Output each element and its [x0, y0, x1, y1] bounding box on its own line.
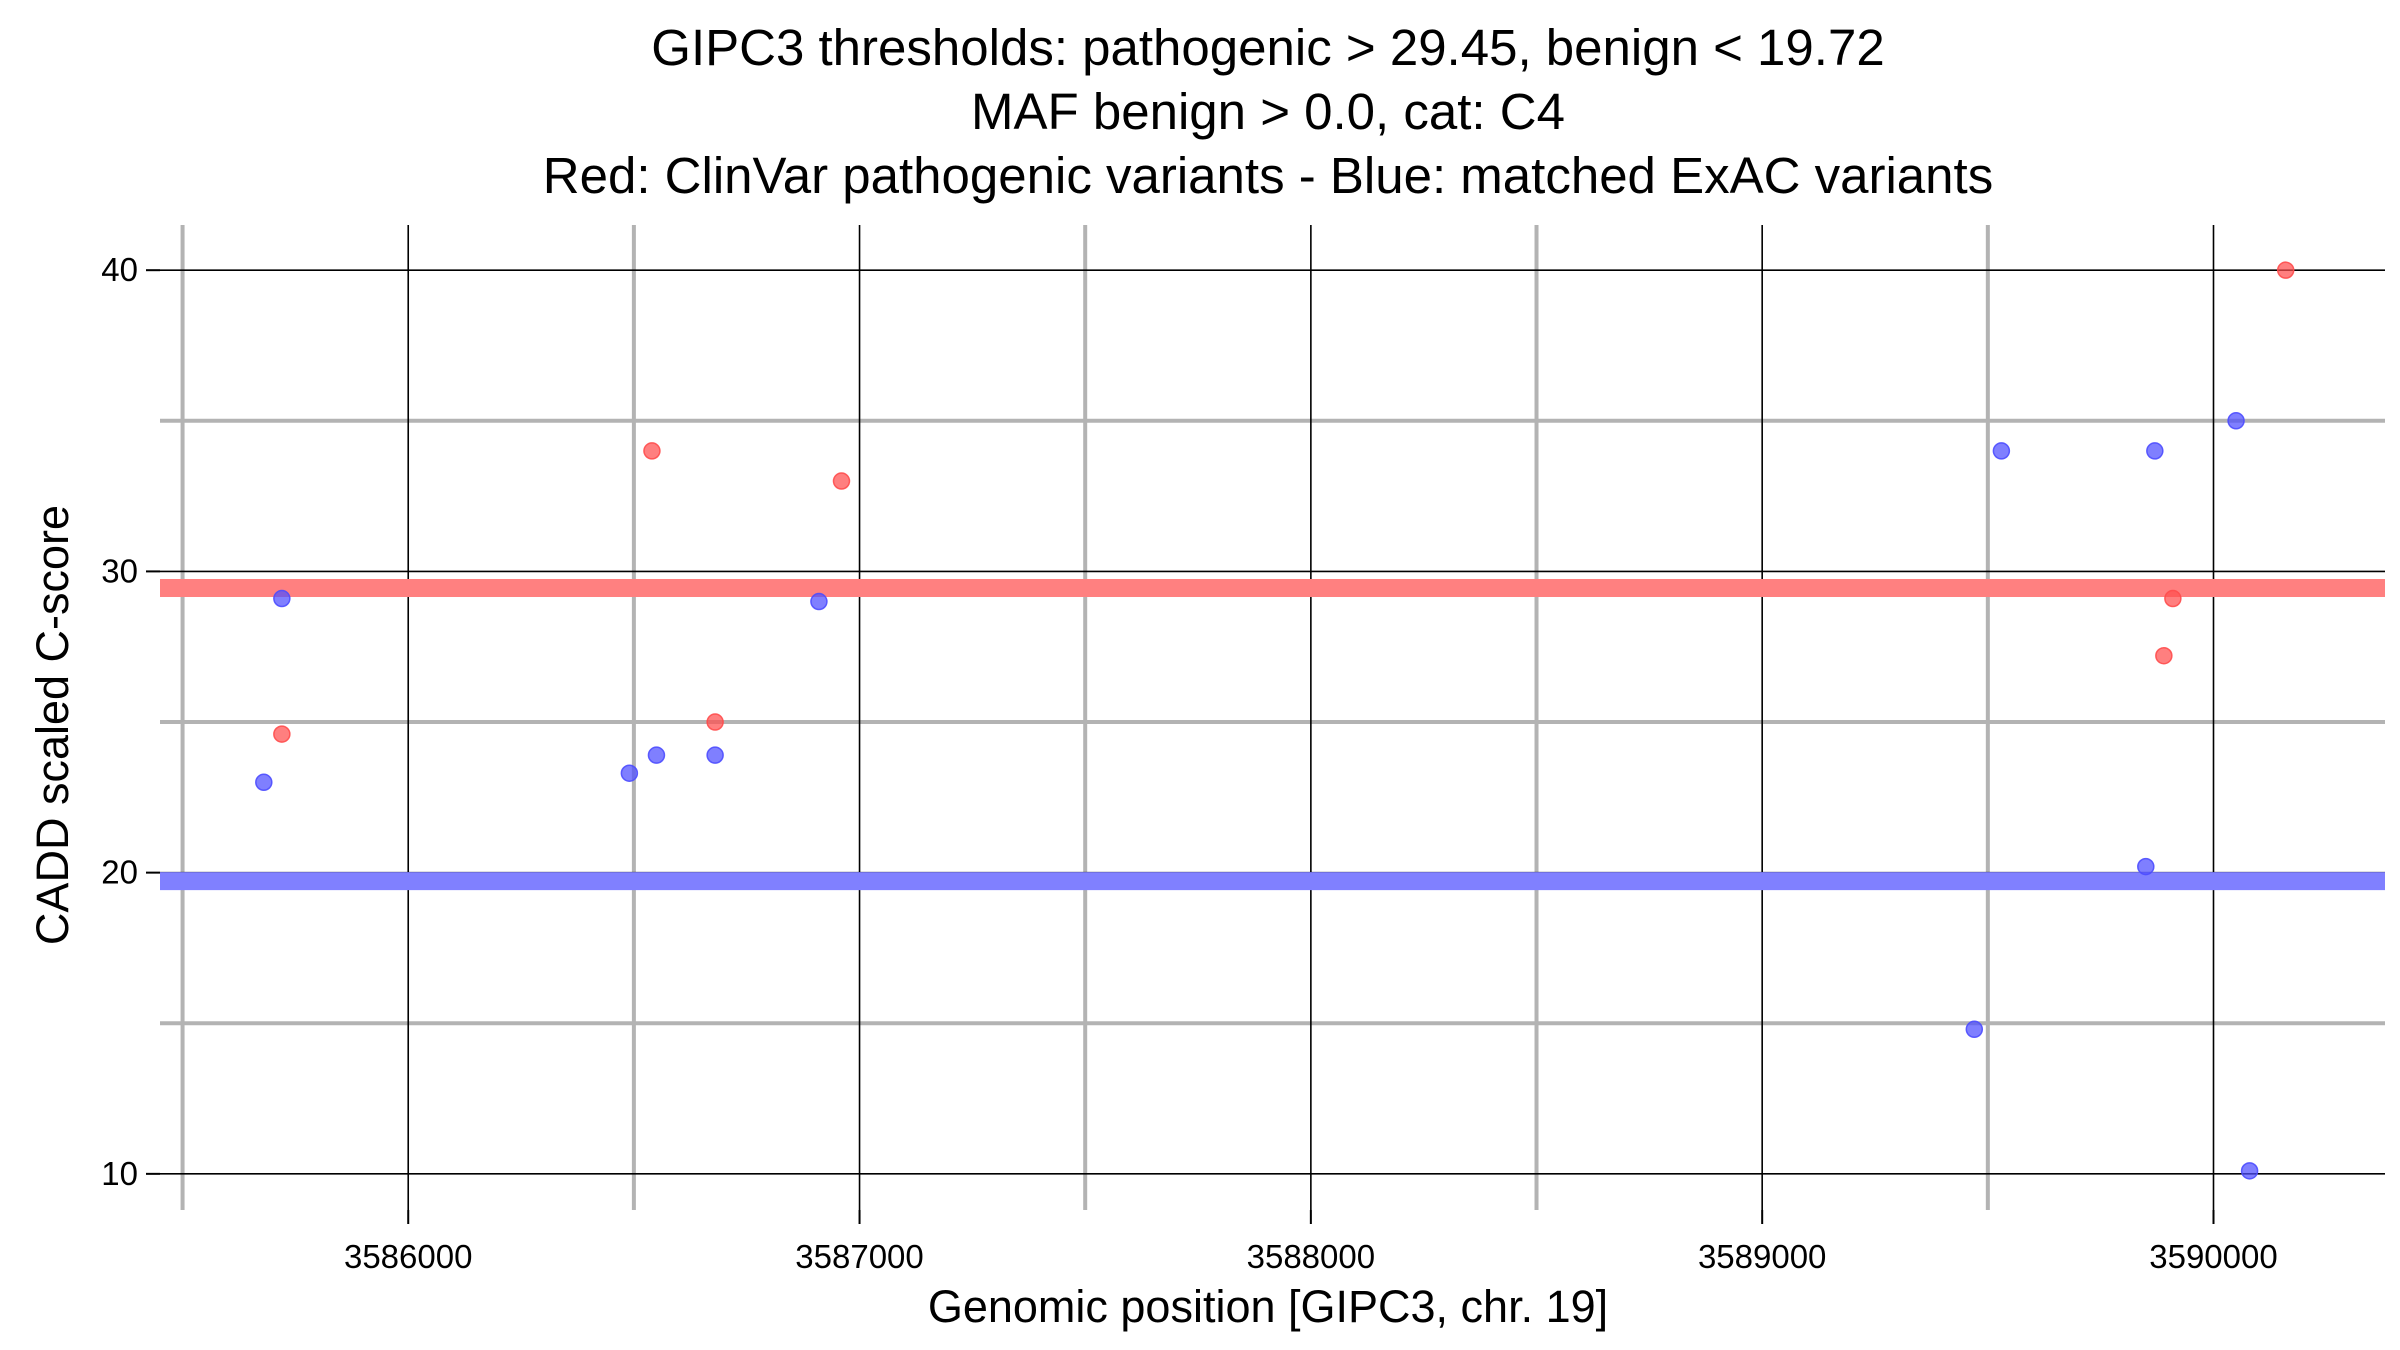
data-point-exac-11 — [2240, 1162, 2259, 1180]
data-point-clinvar-6 — [2276, 261, 2295, 279]
x-tick-label-4: 3590000 — [2149, 1238, 2277, 1275]
chart-title-line-2: MAF benign > 0.0, cat: C4 — [971, 83, 1565, 140]
grid-layer — [160, 225, 2385, 1210]
data-point-exac-7 — [1992, 442, 2011, 460]
data-point-exac-8 — [2137, 857, 2155, 876]
x-tick-label-0: 3586000 — [344, 1238, 472, 1275]
data-point-exac-1 — [273, 589, 291, 608]
data-point-clinvar-3 — [832, 472, 851, 490]
y-tick-label-2: 30 — [101, 552, 138, 589]
x-tick-label-2: 3588000 — [1247, 1238, 1375, 1275]
data-point-exac-6 — [1965, 1020, 1984, 1039]
chart-title-line-1: GIPC3 thresholds: pathogenic > 29.45, be… — [651, 19, 1884, 76]
data-point-clinvar-1 — [643, 442, 661, 460]
x-tick-label-3: 3589000 — [1698, 1238, 1826, 1275]
y-tick-label-1: 20 — [101, 854, 138, 891]
y-axis-label: CADD scaled C-score — [27, 505, 78, 945]
data-point-exac-5 — [810, 592, 828, 611]
data-point-exac-3 — [647, 746, 666, 764]
threshold-layer — [160, 578, 2385, 891]
data-point-clinvar-4 — [2155, 646, 2173, 665]
data-point-exac-0 — [255, 773, 273, 792]
x-axis-label: Genomic position [GIPC3, chr. 19] — [928, 1281, 1608, 1332]
chart-title-line-3: Red: ClinVar pathogenic variants - Blue:… — [543, 147, 1993, 204]
data-point-clinvar-0 — [273, 725, 291, 743]
data-point-exac-10 — [2227, 412, 2245, 430]
data-point-exac-4 — [706, 746, 724, 764]
point-layer — [255, 261, 2295, 1180]
y-tick-label-3: 40 — [101, 251, 138, 288]
tick-layer: 10 20 30 40 3586000 3587000 3588000 3589000 3590… — [101, 251, 2277, 1275]
data-point-exac-9 — [2146, 442, 2164, 460]
data-point-clinvar-5 — [2164, 589, 2182, 608]
x-tick-label-1: 3587000 — [795, 1238, 923, 1275]
y-tick-label-0: 10 — [101, 1155, 138, 1192]
data-point-clinvar-2 — [706, 713, 724, 731]
data-point-exac-2 — [620, 764, 639, 782]
